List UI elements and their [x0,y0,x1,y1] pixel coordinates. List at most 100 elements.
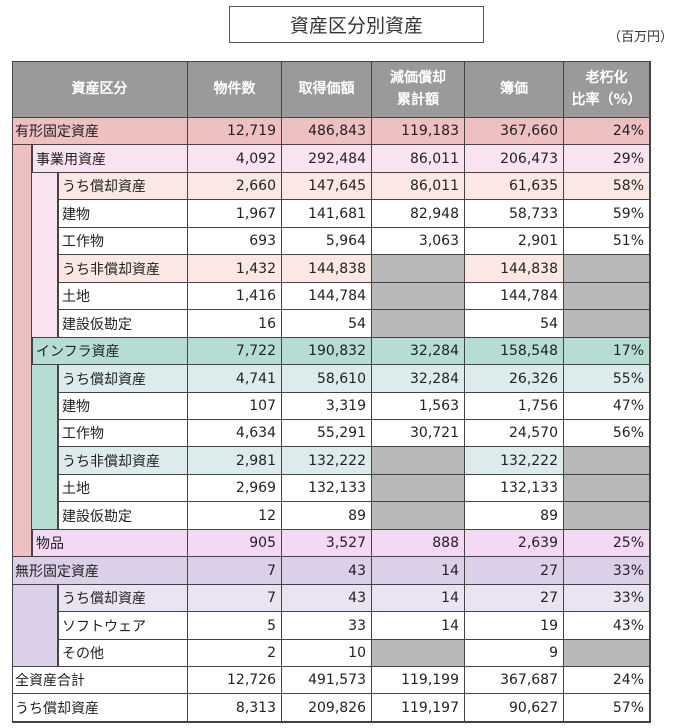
cell-acq: 190,832 [282,338,372,365]
cell-count: 1,967 [188,200,282,228]
cell-dep: 32,284 [372,365,465,393]
cell-ratio [564,255,650,283]
cell-book: 132,133 [465,475,564,502]
cell-acq: 147,645 [282,173,372,200]
cell-count: 1,416 [188,283,282,310]
row-label: 工作物 [58,228,188,255]
cell-dep [372,502,465,530]
cell-dep: 32,284 [372,338,465,365]
cell-dep: 14 [372,585,465,612]
cell-acq: 141,681 [282,200,372,228]
cell-ratio [564,475,650,502]
cell-book: 206,473 [465,145,564,173]
cell-acq: 10 [282,640,372,667]
row-label: 物品 [32,530,188,557]
header-count-text: 物件数 [213,80,256,97]
cell-acq: 144,784 [282,283,372,310]
cell-book: 144,838 [465,255,564,283]
cell-acq: 5,964 [282,228,372,255]
cell-count: 12 [188,502,282,530]
cell-dep [372,447,465,475]
header-acquisition: 取得価額 [282,61,372,118]
cell-count: 4,741 [188,365,282,393]
row-label: 全資産合計 [12,667,188,694]
cell-acq: 43 [282,585,372,612]
cell-ratio: 29% [564,145,650,173]
cell-book: 2,901 [465,228,564,255]
cell-ratio: 17% [564,338,650,365]
cell-count: 2,660 [188,173,282,200]
cell-dep: 14 [372,612,465,640]
row-label: 土地 [58,283,188,310]
cell-acq: 89 [282,502,372,530]
cell-ratio: 24% [564,118,650,145]
cell-book: 27 [465,585,564,612]
band-intangible [12,585,58,667]
cell-count: 12,726 [188,667,282,694]
cell-acq: 144,838 [282,255,372,283]
cell-book: 58,733 [465,200,564,228]
header-depreciation: 減価償却 累計額 [372,61,465,118]
cell-acq: 33 [282,612,372,640]
cell-dep: 119,183 [372,118,465,145]
cell-dep [372,283,465,310]
cell-count: 2,969 [188,475,282,502]
cell-book: 54 [465,310,564,338]
row-label: その他 [58,640,188,667]
band-infra [32,365,58,530]
row-label: 建設仮勘定 [58,310,188,338]
cell-book: 26,326 [465,365,564,393]
row-label: 建物 [58,393,188,420]
row-label: インフラ資産 [32,338,188,365]
cell-acq: 54 [282,310,372,338]
cell-acq: 132,133 [282,475,372,502]
cell-dep: 14 [372,557,465,585]
cell-acq: 3,319 [282,393,372,420]
cell-count: 12,719 [188,118,282,145]
header-category-text: 資産区分 [71,80,128,97]
cell-ratio: 55% [564,365,650,393]
row-label: うち非償却資産 [58,255,188,283]
header-depreciation-line2: 累計額 [397,92,439,108]
row-label: 工作物 [58,420,188,447]
cell-ratio [564,447,650,475]
row-label: うち償却資産 [58,173,188,200]
cell-count: 7 [188,557,282,585]
cell-book: 158,548 [465,338,564,365]
cell-dep: 86,011 [372,145,465,173]
unit-label: （百万円） [608,30,674,45]
band-business [32,173,58,338]
cell-book: 90,627 [465,694,564,722]
cell-ratio: 58% [564,173,650,200]
cell-ratio: 43% [564,612,650,640]
cell-count: 2 [188,640,282,667]
cell-dep [372,640,465,667]
cell-book: 367,660 [465,118,564,145]
cell-count: 905 [188,530,282,557]
cell-acq: 58,610 [282,365,372,393]
row-label: 土地 [58,475,188,502]
cell-dep: 30,721 [372,420,465,447]
row-label: 事業用資産 [32,145,188,173]
cell-book: 89 [465,502,564,530]
cell-book: 27 [465,557,564,585]
header-count: 物件数 [188,61,282,118]
cell-dep: 1,563 [372,393,465,420]
page-title: 資産区分別資産 [229,6,484,43]
cell-acq: 486,843 [282,118,372,145]
cell-ratio: 24% [564,667,650,694]
cell-book: 61,635 [465,173,564,200]
row-label: うち償却資産 [58,585,188,612]
row-label: うち償却資産 [58,365,188,393]
cell-book: 24,570 [465,420,564,447]
cell-ratio: 56% [564,420,650,447]
cell-dep [372,255,465,283]
cell-count: 7,722 [188,338,282,365]
cell-acq: 132,222 [282,447,372,475]
cell-count: 1,432 [188,255,282,283]
cell-acq: 43 [282,557,372,585]
cell-ratio: 33% [564,585,650,612]
cell-count: 5 [188,612,282,640]
cell-count: 8,313 [188,694,282,722]
